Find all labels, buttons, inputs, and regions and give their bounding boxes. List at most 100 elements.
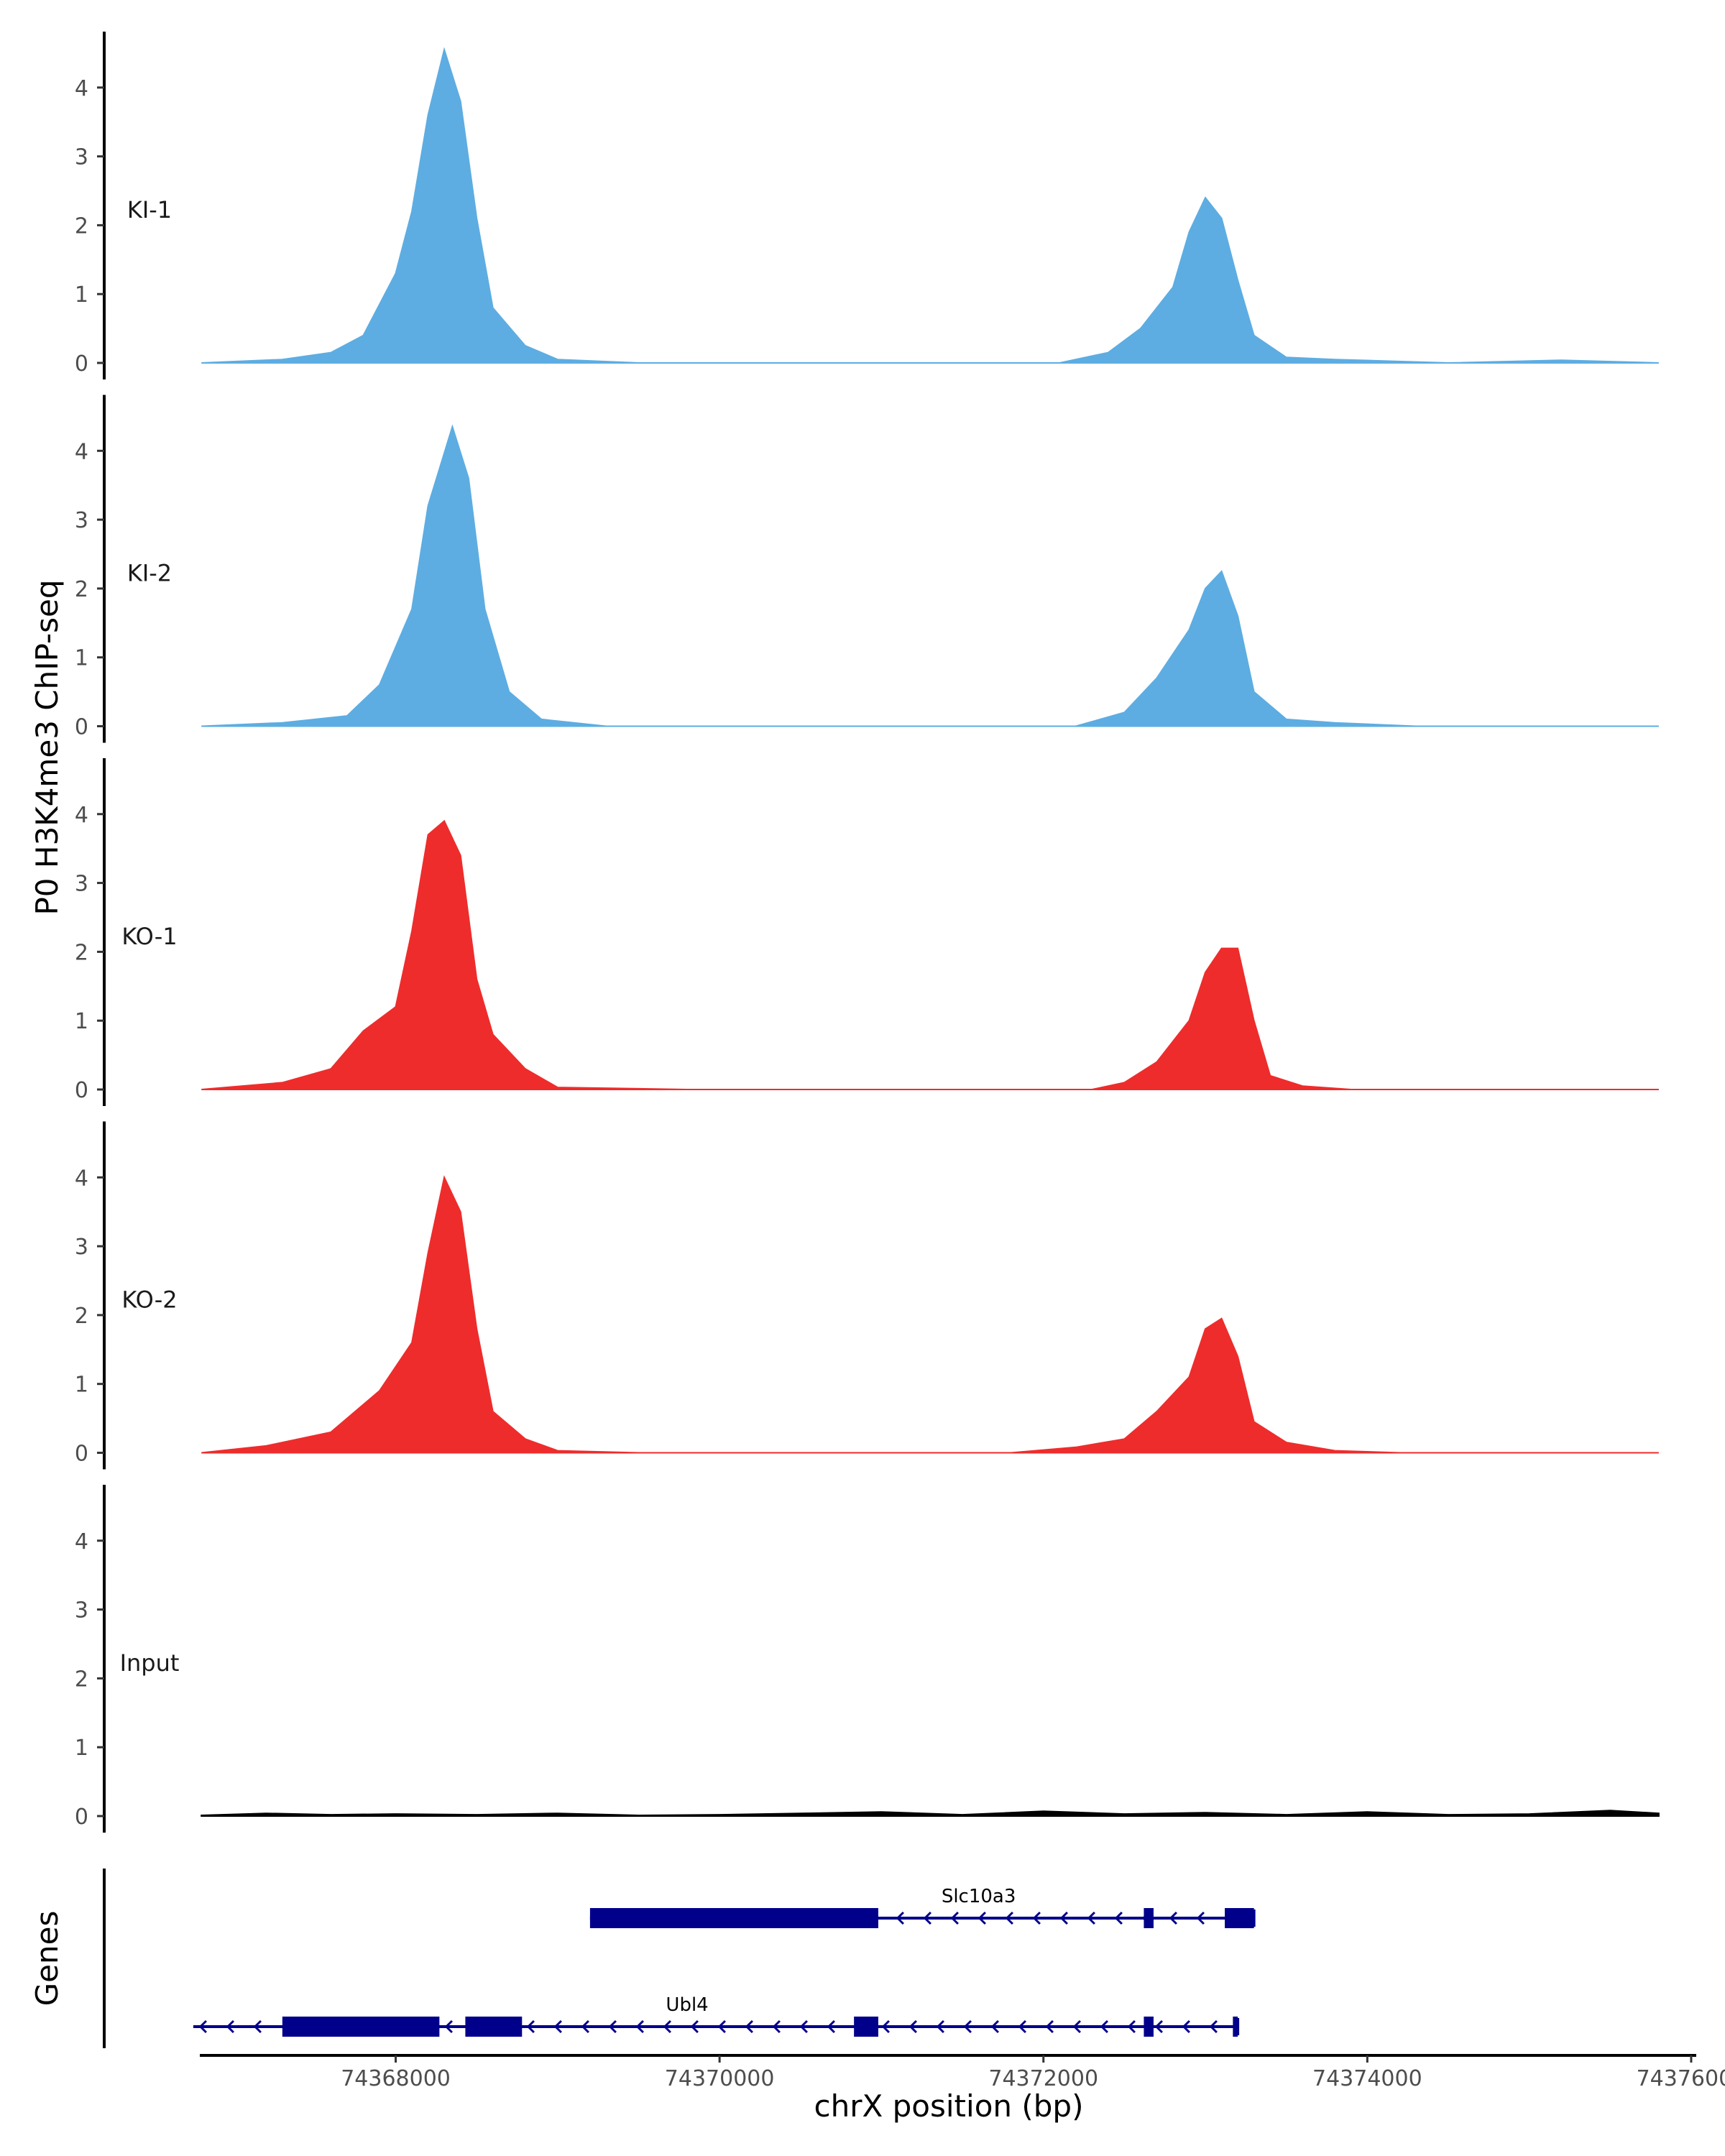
y-tick-label: 0 [75,351,88,377]
track-ko-2: 0 1 2 3 4 KO-2 [75,1121,1659,1470]
strand-arrow [1045,2019,1054,2034]
y-tick-label: 0 [75,1442,88,1467]
strand-arrow [896,1911,904,1925]
strand-arrow [444,2019,453,2034]
strand-arrow [1182,2019,1190,2034]
y-tick-label: 0 [75,715,88,740]
track-ko-1: 0 1 2 3 4 KO-1 [75,758,1659,1106]
gene-slc10a3: Slc10a3 [589,1886,1256,1928]
y-tick-label: 4 [75,439,88,464]
gene-exon [1144,1908,1154,1928]
strand-arrow [1127,2019,1136,2034]
strand-arrow [635,2019,644,2034]
strand-arrow [717,2019,726,2034]
strand-arrow [1154,2019,1163,2034]
x-axis-title: chrX position (bp) [814,2088,1084,2124]
y-tick-label: 3 [75,145,88,170]
track-input: 0 1 2 3 4 Input [75,1485,1660,1833]
signal-area-ko-2 [201,1175,1659,1454]
x-tick-label: 74372000 [988,2066,1098,2091]
gene-exon [1233,2017,1238,2037]
strand-arrow [963,2019,972,2034]
y-tick-label: 0 [75,1078,88,1103]
strand-arrow [198,2019,207,2034]
y-tick-label: 4 [75,803,88,828]
y-tick-label: 2 [75,1667,88,1692]
strand-arrow [990,2019,999,2034]
strand-arrow [581,2019,589,2034]
strand-arrow [1018,2019,1026,2034]
strand-arrow [1100,2019,1108,2034]
strand-arrow [1114,1911,1123,1925]
strand-arrow [799,2019,808,2034]
strand-arrow [1209,2019,1218,2034]
signal-area-ko-1 [201,819,1659,1090]
strand-arrow [950,1911,959,1925]
genes-axis-title: Genes [29,1911,65,2007]
y-tick-label: 4 [75,76,88,101]
strand-arrow [690,2019,699,2034]
y-tick-label: 3 [75,508,88,533]
strand-arrow [226,2019,234,2034]
signal-area-input [201,1810,1660,1817]
strand-arrow [978,1911,986,1925]
strand-arrow [827,2019,835,2034]
strand-arrow [936,2019,944,2034]
strand-arrow [908,2019,917,2034]
gene-name-label: Ubl4 [666,1994,708,2016]
x-tick-label: 74374000 [1312,2066,1422,2091]
y-axis-title: P0 H3K4me3 ChIP-seq [29,579,65,915]
y-tick-label: 1 [75,1009,88,1034]
x-tick-label: 74376000 [1637,2066,1725,2091]
strand-arrow [772,2019,781,2034]
gene-exon [282,2017,440,2037]
y-tick-label: 3 [75,1235,88,1260]
x-tick-label: 74370000 [665,2066,775,2091]
track-label: KI-2 [127,560,172,587]
y-tick-label: 1 [75,1736,88,1761]
gene-exon [589,1908,878,1928]
strand-arrow [663,2019,671,2034]
strand-arrow [1087,1911,1095,1925]
y-tick-label: 1 [75,282,88,308]
strand-arrow [526,2019,535,2034]
gene-exon [854,2017,878,2037]
strand-arrow [1196,1911,1205,1925]
track-label: KO-1 [121,923,177,950]
track-ki-2: 0 1 2 3 4 KI-2 [75,395,1659,743]
y-tick-label: 2 [75,940,88,965]
strand-arrow [553,2019,562,2034]
strand-arrow [745,2019,753,2034]
strand-arrow [1005,1911,1013,1925]
track-label: KI-1 [127,196,172,224]
signal-tracks: 0 1 2 3 4 KI-1 0 1 2 3 4 KI-2 0 1 2 3 4 KO-1 0 1 2 3 4 KO-2 0 1 2 3… [75,32,1660,1833]
track-label: KO-2 [121,1286,177,1314]
track-label: Input [120,1649,180,1677]
y-tick-label: 3 [75,1598,88,1623]
strand-arrow [1059,1911,1068,1925]
y-tick-label: 3 [75,872,88,897]
strand-arrow [923,1911,932,1925]
strand-arrow [1169,1911,1177,1925]
strand-arrow [608,2019,617,2034]
y-tick-label: 2 [75,213,88,239]
strand-arrow [1032,1911,1041,1925]
gene-name-label: Slc10a3 [942,1886,1016,1907]
y-tick-label: 2 [75,577,88,602]
y-tick-label: 4 [75,1166,88,1191]
gene-exon [1225,1908,1254,1928]
x-tick-label: 74368000 [341,2066,451,2091]
gene-exon [1144,2017,1154,2037]
gene-exon [465,2017,523,2037]
y-tick-label: 2 [75,1304,88,1329]
strand-arrow [881,2019,890,2034]
y-tick-label: 4 [75,1529,88,1554]
gene-ubl4: Ubl4 [193,1994,1240,2037]
y-tick-label: 1 [75,646,88,671]
signal-area-ki-2 [201,424,1659,727]
strand-arrow [253,2019,262,2034]
track-ki-1: 0 1 2 3 4 KI-1 [75,32,1659,379]
y-tick-label: 0 [75,1805,88,1830]
y-tick-label: 1 [75,1373,88,1398]
